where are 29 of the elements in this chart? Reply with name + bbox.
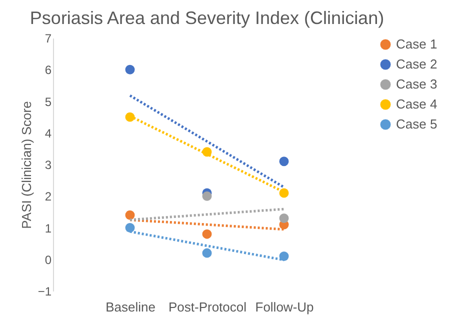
chart-title: Psoriasis Area and Severity Index (Clinician) xyxy=(30,8,384,28)
point xyxy=(202,229,212,239)
x-tick-label: Baseline xyxy=(106,300,156,314)
x-tick-label: Post-Protocol xyxy=(168,300,247,314)
y-tick-label: 7 xyxy=(44,32,52,46)
legend-label: Case 3 xyxy=(396,76,438,92)
y-tick-label: 1 xyxy=(44,221,52,236)
y-axis-title: PASI (Clinician) Score xyxy=(18,101,34,229)
point xyxy=(202,191,212,201)
legend-label: Case 5 xyxy=(396,116,438,132)
point xyxy=(279,156,289,166)
point xyxy=(279,214,289,223)
point xyxy=(279,188,289,198)
x-tick-label: Follow-Up xyxy=(255,300,314,314)
point xyxy=(202,248,212,258)
legend-label: Case 2 xyxy=(396,56,438,72)
y-tick-label: 4 xyxy=(44,126,52,140)
point xyxy=(279,251,289,261)
y-tick-label: 5 xyxy=(44,94,52,109)
point xyxy=(125,210,135,220)
legend-label: Case 1 xyxy=(396,36,438,52)
y-tick-label: 3 xyxy=(44,158,52,172)
y-tick-label: −1 xyxy=(38,284,52,298)
point xyxy=(125,223,135,232)
y-tick-label: 6 xyxy=(44,63,52,78)
y-tick-label: 0 xyxy=(44,252,52,267)
y-tick-label: 2 xyxy=(44,190,52,204)
point xyxy=(125,64,135,74)
legend-label: Case 4 xyxy=(396,96,438,112)
